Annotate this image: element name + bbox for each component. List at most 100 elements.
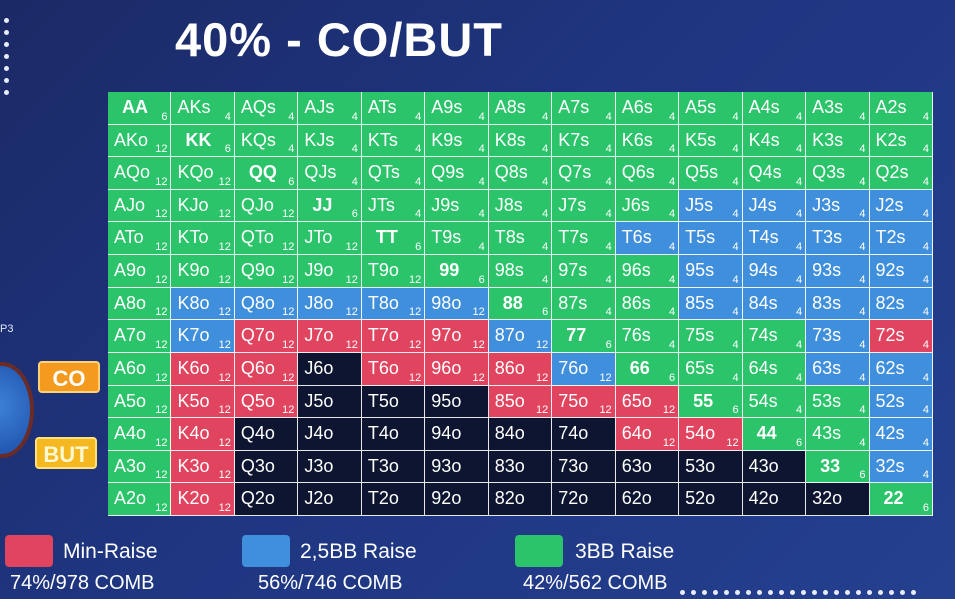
hand-cell-kqo[interactable]: KQo 12: [171, 157, 235, 190]
hand-cell-q3o[interactable]: Q3o: [234, 450, 299, 484]
hand-cell-j9o[interactable]: J9o 12: [298, 255, 362, 288]
hand-cell-94s[interactable]: 94s 4: [742, 255, 807, 288]
hand-cell-32s[interactable]: 32s 4: [869, 450, 933, 484]
hand-cell-ajo[interactable]: AJo 12: [108, 189, 172, 223]
hand-cell-22[interactable]: 22 6: [869, 483, 933, 516]
hand-cell-aks[interactable]: AKs 4: [171, 92, 235, 125]
hand-cell-64o[interactable]: 64o 12: [615, 418, 680, 451]
hand-cell-63s[interactable]: 63s 4: [806, 352, 870, 386]
hand-cell-q4s[interactable]: Q4s 4: [742, 157, 807, 190]
hand-cell-ats[interactable]: ATs 4: [361, 92, 426, 125]
hand-cell-q2o[interactable]: Q2o: [234, 483, 299, 516]
hand-cell-k4o[interactable]: K4o 12: [171, 418, 235, 451]
hand-cell-k8o[interactable]: K8o 12: [171, 287, 235, 321]
hand-cell-q7o[interactable]: Q7o 12: [234, 320, 299, 353]
hand-cell-j7s[interactable]: J7s 4: [552, 189, 616, 223]
hand-cell-82o[interactable]: 82o: [488, 483, 553, 516]
hand-cell-95s[interactable]: 95s 4: [679, 255, 743, 288]
hand-cell-74s[interactable]: 74s 4: [742, 320, 807, 353]
hand-cell-q7s[interactable]: Q7s 4: [552, 157, 616, 190]
hand-cell-98s[interactable]: 98s 4: [488, 255, 553, 288]
hand-cell-76o[interactable]: 76o 12: [552, 352, 616, 386]
but-position-badge[interactable]: BUT: [35, 437, 97, 469]
hand-cell-65s[interactable]: 65s 4: [679, 352, 743, 386]
hand-cell-52s[interactable]: 52s 4: [869, 385, 933, 419]
hand-cell-53s[interactable]: 53s 4: [806, 385, 870, 419]
hand-cell-33[interactable]: 33 6: [806, 450, 870, 484]
hand-cell-q8s[interactable]: Q8s 4: [488, 157, 553, 190]
hand-cell-43o[interactable]: 43o: [742, 450, 807, 484]
hand-cell-99[interactable]: 99 6: [425, 255, 489, 288]
hand-cell-96s[interactable]: 96s 4: [615, 255, 680, 288]
hand-cell-k9o[interactable]: K9o 12: [171, 255, 235, 288]
hand-cell-43s[interactable]: 43s 4: [806, 418, 870, 451]
hand-cell-73o[interactable]: 73o: [552, 450, 616, 484]
hand-cell-jj[interactable]: JJ 6: [298, 189, 362, 223]
hand-cell-kjs[interactable]: KJs 4: [298, 124, 362, 158]
hand-cell-64s[interactable]: 64s 4: [742, 352, 807, 386]
hand-cell-82s[interactable]: 82s 4: [869, 287, 933, 321]
hand-cell-54s[interactable]: 54s 4: [742, 385, 807, 419]
hand-cell-qjs[interactable]: QJs 4: [298, 157, 362, 190]
hand-cell-a5s[interactable]: A5s 4: [679, 92, 743, 125]
hand-cell-j7o[interactable]: J7o 12: [298, 320, 362, 353]
hand-cell-kjo[interactable]: KJo 12: [171, 189, 235, 223]
hand-cell-k6s[interactable]: K6s 4: [615, 124, 680, 158]
hand-cell-a6o[interactable]: A6o 12: [108, 352, 172, 386]
hand-cell-73s[interactable]: 73s 4: [806, 320, 870, 353]
hand-cell-ako[interactable]: AKo 12: [108, 124, 172, 158]
hand-cell-k4s[interactable]: K4s 4: [742, 124, 807, 158]
hand-cell-a3s[interactable]: A3s 4: [806, 92, 870, 125]
hand-cell-k3s[interactable]: K3s 4: [806, 124, 870, 158]
hand-cell-a8o[interactable]: A8o 12: [108, 287, 172, 321]
co-position-badge[interactable]: CO: [38, 361, 100, 393]
hand-cell-t5s[interactable]: T5s 4: [679, 222, 743, 256]
hand-cell-j6s[interactable]: J6s 4: [615, 189, 680, 223]
hand-cell-t8s[interactable]: T8s 4: [488, 222, 553, 256]
hand-cell-j8o[interactable]: J8o 12: [298, 287, 362, 321]
hand-cell-88[interactable]: 88 6: [488, 287, 553, 321]
hand-cell-k2o[interactable]: K2o 12: [171, 483, 235, 516]
hand-cell-53o[interactable]: 53o: [679, 450, 743, 484]
hand-cell-32o[interactable]: 32o: [806, 483, 870, 516]
hand-cell-87o[interactable]: 87o 12: [488, 320, 553, 353]
hand-cell-77[interactable]: 77 6: [552, 320, 616, 353]
hand-cell-75o[interactable]: 75o 12: [552, 385, 616, 419]
hand-cell-74o[interactable]: 74o: [552, 418, 616, 451]
hand-cell-q8o[interactable]: Q8o 12: [234, 287, 299, 321]
hand-cell-ato[interactable]: ATo 12: [108, 222, 172, 256]
hand-cell-k3o[interactable]: K3o 12: [171, 450, 235, 484]
hand-cell-86s[interactable]: 86s 4: [615, 287, 680, 321]
hand-cell-65o[interactable]: 65o 12: [615, 385, 680, 419]
hand-cell-t2s[interactable]: T2s 4: [869, 222, 933, 256]
hand-cell-a2s[interactable]: A2s 4: [869, 92, 933, 125]
hand-cell-j2o[interactable]: J2o: [298, 483, 362, 516]
hand-cell-87s[interactable]: 87s 4: [552, 287, 616, 321]
hand-cell-k2s[interactable]: K2s 4: [869, 124, 933, 158]
hand-cell-jto[interactable]: JTo 12: [298, 222, 362, 256]
hand-cell-j4s[interactable]: J4s 4: [742, 189, 807, 223]
hand-cell-76s[interactable]: 76s 4: [615, 320, 680, 353]
hand-cell-k7s[interactable]: K7s 4: [552, 124, 616, 158]
hand-cell-t8o[interactable]: T8o 12: [361, 287, 426, 321]
hand-cell-a4s[interactable]: A4s 4: [742, 92, 807, 125]
hand-cell-kto[interactable]: KTo 12: [171, 222, 235, 256]
hand-cell-t2o[interactable]: T2o: [361, 483, 426, 516]
hand-cell-ajs[interactable]: AJs 4: [298, 92, 362, 125]
hand-cell-kts[interactable]: KTs 4: [361, 124, 426, 158]
hand-cell-qq[interactable]: QQ 6: [234, 157, 299, 190]
hand-cell-aqo[interactable]: AQo 12: [108, 157, 172, 190]
hand-cell-55[interactable]: 55 6: [679, 385, 743, 419]
hand-cell-t5o[interactable]: T5o: [361, 385, 426, 419]
hand-cell-t7o[interactable]: T7o 12: [361, 320, 426, 353]
hand-cell-52o[interactable]: 52o: [679, 483, 743, 516]
hand-cell-t7s[interactable]: T7s 4: [552, 222, 616, 256]
hand-cell-q5o[interactable]: Q5o 12: [234, 385, 299, 419]
hand-cell-k8s[interactable]: K8s 4: [488, 124, 553, 158]
hand-cell-q3s[interactable]: Q3s 4: [806, 157, 870, 190]
hand-cell-aqs[interactable]: AQs 4: [234, 92, 299, 125]
hand-cell-86o[interactable]: 86o 12: [488, 352, 553, 386]
hand-cell-j6o[interactable]: J6o: [298, 352, 362, 386]
hand-cell-kk[interactable]: KK 6: [171, 124, 235, 158]
hand-cell-72s[interactable]: 72s 4: [869, 320, 933, 353]
